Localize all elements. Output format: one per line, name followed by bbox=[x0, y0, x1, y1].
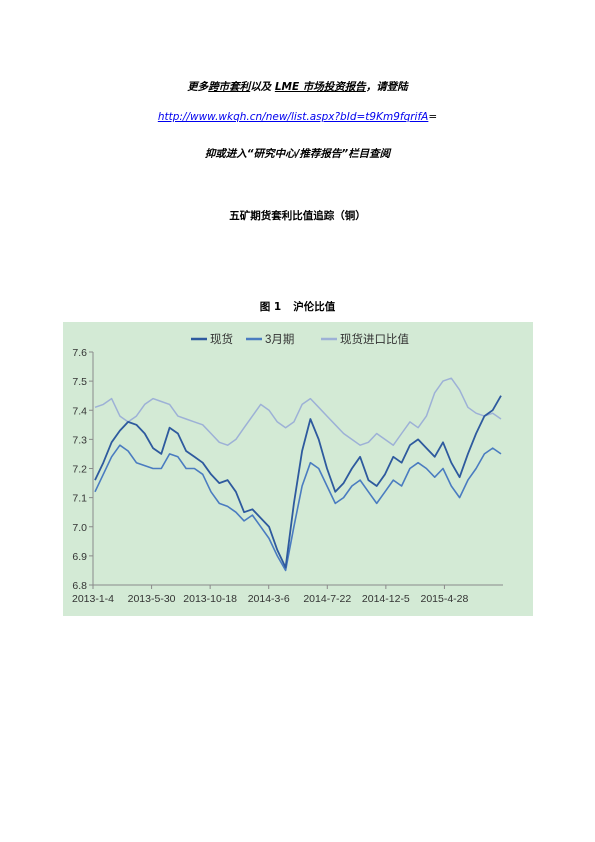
url-line: http://www.wkqh.cn/new/list.aspx?bId=t9K… bbox=[0, 111, 595, 123]
y-tick-label: 7.2 bbox=[72, 464, 87, 476]
y-axis: 6.8 6.9 7.0 7.1 7.2 7.3 7.4 7.5 7.6 bbox=[72, 347, 94, 592]
promo-text-c: ，请登陆 bbox=[365, 81, 408, 93]
chart-legend: 现货 3月期 现货进口比值 bbox=[191, 332, 409, 346]
y-tick-label: 6.9 bbox=[72, 551, 87, 563]
series-lines bbox=[94, 377, 502, 572]
report-url-link[interactable]: http://www.wkqh.cn/new/list.aspx?bId=t9K… bbox=[157, 111, 429, 123]
x-tick-label: 2013-10-18 bbox=[183, 593, 237, 605]
y-tick-label: 7.0 bbox=[72, 522, 87, 534]
chart-container: 现货 3月期 现货进口比值 6.8 6.9 7.0 7.1 7.2 7.3 7.4 7.5 7.6 … bbox=[63, 322, 533, 616]
y-tick-label: 7.6 bbox=[72, 347, 87, 359]
x-tick-label: 2013-5-30 bbox=[128, 593, 176, 605]
legend-item-spot-label: 现货 bbox=[210, 332, 233, 346]
legend-item-3m-label: 3月期 bbox=[265, 333, 294, 346]
promo-line: 更多跨市套利以及 LME 市场投资报告，请登陆 bbox=[0, 79, 595, 94]
y-tick-label: 7.1 bbox=[72, 493, 87, 505]
x-tick-label: 2015-4-28 bbox=[420, 593, 468, 605]
x-tick-label: 2014-3-6 bbox=[248, 593, 290, 605]
figure-title: 沪伦比值 bbox=[293, 301, 336, 313]
figure-number: 图 1 bbox=[259, 301, 282, 313]
promo-text-b: 以及 bbox=[250, 81, 275, 93]
promo-link-lme-report[interactable]: LME 市场投资报告 bbox=[274, 81, 366, 93]
promo-text-a: 更多 bbox=[187, 81, 209, 93]
y-tick-label: 7.4 bbox=[72, 405, 87, 417]
y-tick-label: 7.3 bbox=[72, 434, 87, 446]
series-line-import-ratio bbox=[94, 377, 502, 446]
y-tick-label: 7.5 bbox=[72, 376, 87, 388]
x-axis: 2013-1-4 2013-5-30 2013-10-18 2014-3-6 2014-… bbox=[72, 584, 503, 605]
ratio-line-chart: 现货 3月期 现货进口比值 6.86.97.07.17.27.37.47.57.6 … bbox=[63, 322, 533, 616]
x-tick-label: 2014-12-5 bbox=[362, 593, 410, 605]
series-line-3m bbox=[94, 444, 502, 572]
section-title: 五矿期货套利比值追踪（铜） bbox=[229, 210, 366, 222]
y-tick-label: 6.8 bbox=[72, 580, 87, 592]
series-line-spot bbox=[94, 395, 502, 569]
x-tick-label: 2014-7-22 bbox=[303, 593, 351, 605]
legend-item-import-ratio-label: 现货进口比值 bbox=[340, 332, 409, 346]
url-suffix: = bbox=[428, 111, 438, 123]
research-center-note: 抑或进入“研究中心/推荐报告”栏目查阅 bbox=[204, 148, 391, 160]
x-tick-label: 2013-1-4 bbox=[72, 593, 114, 605]
promo-link-arbitrage[interactable]: 跨市套利 bbox=[208, 81, 251, 93]
figure-caption: 图 1 沪伦比值 bbox=[0, 299, 595, 314]
